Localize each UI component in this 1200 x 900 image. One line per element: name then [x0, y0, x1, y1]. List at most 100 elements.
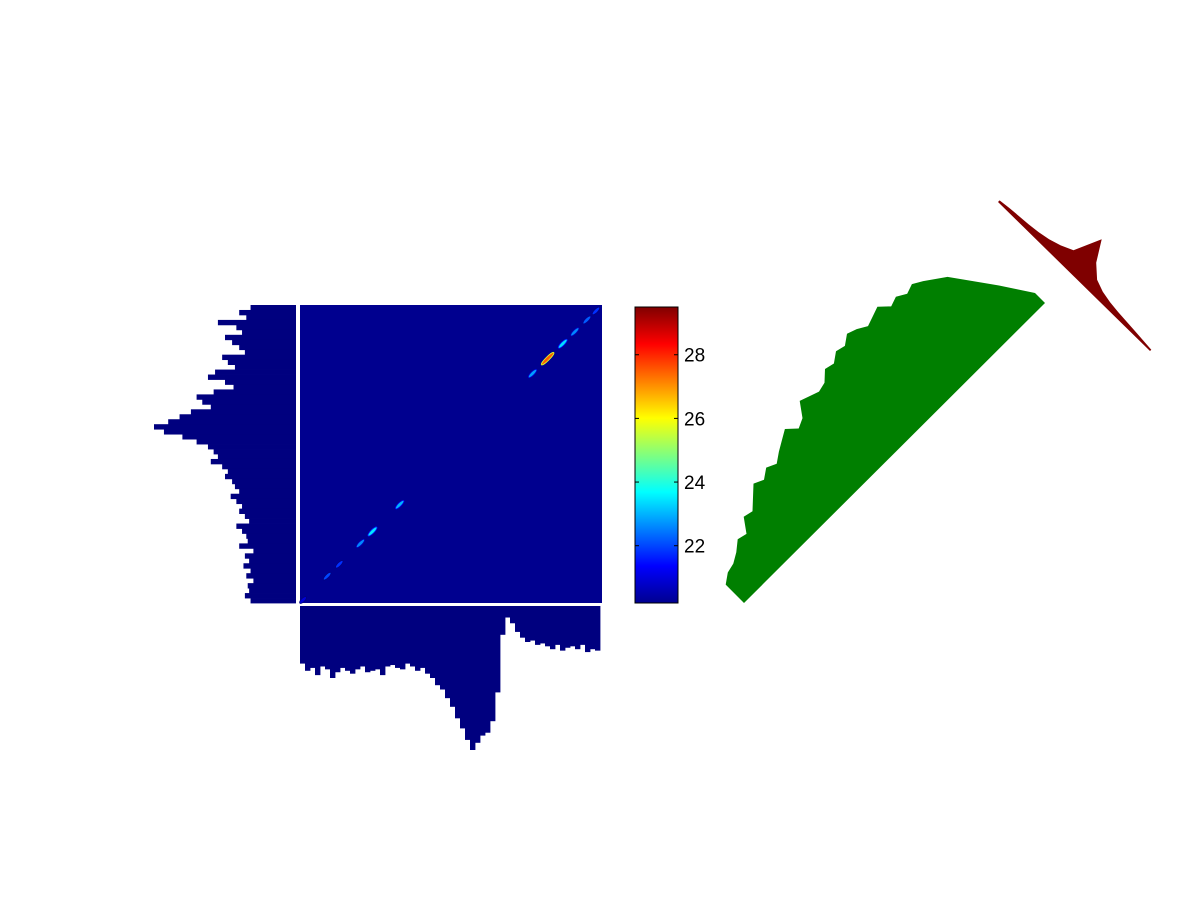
bottom-profile-bar-30	[450, 606, 456, 707]
bottom-profile-bar-34	[470, 606, 476, 750]
bottom-profile-bar-11	[355, 606, 361, 670]
left-profile-bar-38	[230, 493, 296, 500]
left-profile-bar-53	[250, 568, 296, 574]
bottom-profile-bar-5	[325, 606, 331, 670]
diagonal-profile-area	[725, 276, 1045, 603]
bottom-profile-bar-17	[385, 606, 391, 667]
left-profile-bar-43	[249, 518, 296, 524]
bottom-profile-bar-6	[330, 606, 336, 678]
left-profile-bar-11	[227, 359, 296, 365]
bottom-profile-bar-8	[340, 606, 346, 668]
bottom-profile-bar-0	[300, 606, 306, 664]
bottom-profile-bar-52	[560, 606, 566, 651]
left-profile-bar-31	[210, 458, 296, 465]
colorbar-ticks: 22 24 26 28	[635, 346, 706, 558]
bottom-profile-bar-2	[310, 606, 316, 668]
left-profile-bar-39	[236, 498, 296, 505]
bottom-profile-bar-32	[460, 606, 466, 729]
left-profile-bar-20	[210, 404, 296, 410]
left-profile-bar-27	[196, 439, 296, 445]
left-profile-bar-7	[232, 339, 296, 346]
left-profile-bar-2	[246, 314, 296, 321]
bottom-profile-bar-44	[520, 606, 526, 638]
left-profile-bar-5	[242, 329, 296, 336]
bottom-profile-bar-57	[585, 606, 591, 653]
left-profile-bar-1	[239, 309, 296, 316]
left-profile-bar-34	[225, 473, 296, 480]
left-profile-bar-24	[154, 424, 296, 430]
heatmap-plot-area	[300, 305, 602, 603]
left-profile-bar-49	[253, 548, 296, 554]
bottom-profile-bar-55	[575, 606, 581, 650]
diagonal-feature-5	[394, 499, 405, 510]
left-profile-bar-0	[250, 305, 296, 311]
bottom-profile-bar-20	[400, 606, 406, 670]
bottom-profile-bar-46	[530, 606, 536, 641]
left-profile-bar-50	[244, 553, 296, 559]
left-profile-bar-18	[196, 394, 296, 400]
left-profile-bar-13	[215, 369, 296, 375]
bottom-profile-bar-22	[410, 606, 416, 667]
left-profile-bar-9	[244, 349, 296, 356]
left-profile-bar-46	[246, 533, 296, 539]
left-profile-bar-48	[239, 543, 296, 549]
left-profile-bar-52	[243, 563, 296, 569]
bottom-profile-bar-3	[315, 606, 321, 676]
diagonal-feature-0	[299, 596, 307, 604]
left-profile-bar-28	[207, 444, 296, 450]
anti-diagonal-profile	[998, 200, 1152, 351]
heatmap-diagonal-features	[299, 306, 601, 604]
colorbar-tick-label-0: 22	[684, 537, 705, 558]
diagonal-feature-3	[355, 538, 365, 548]
left-profile-bar-32	[222, 463, 296, 470]
bottom-profile-bar-39	[495, 606, 501, 693]
diagonal-feature-10	[582, 315, 592, 325]
bottom-profile-bar-50	[550, 606, 556, 650]
left-profile-bar-57	[249, 588, 296, 594]
left-profile-bar-36	[234, 483, 296, 490]
bottom-profile-bar-38	[490, 606, 496, 722]
bottom-profile-bar-37	[485, 606, 491, 733]
colorbar	[634, 306, 679, 604]
left-profile-bar-59	[250, 598, 296, 604]
colorbar-tick-label-1: 24	[684, 473, 706, 494]
left-profile-bar-37	[239, 488, 296, 495]
bottom-profile-bar-28	[440, 606, 446, 690]
bottom-marginal-profile	[300, 606, 601, 750]
bottom-profile-bar-12	[360, 606, 366, 667]
bottom-profile-bar-9	[345, 606, 351, 671]
left-profile-bar-51	[249, 558, 296, 564]
bottom-profile-bar-29	[445, 606, 451, 699]
left-profile-bar-44	[236, 523, 296, 529]
bottom-profile-bar-47	[535, 606, 541, 645]
bottom-profile-bar-43	[515, 606, 521, 632]
left-profile-bar-4	[236, 324, 296, 331]
diagonal-feature-4	[367, 526, 378, 537]
left-profile-bar-15	[225, 379, 296, 385]
bottom-profile-bar-1	[305, 606, 311, 671]
bottom-profile-bar-13	[365, 606, 371, 673]
left-profile-bar-16	[233, 384, 296, 390]
diagonal-feature-2	[335, 560, 344, 569]
left-profile-bar-12	[234, 364, 296, 370]
bottom-profile-bar-53	[565, 606, 571, 648]
bottom-profile-bar-24	[420, 606, 426, 668]
left-profile-bar-8	[239, 344, 296, 351]
diagonal-feature-11	[591, 306, 601, 316]
left-marginal-profile	[154, 305, 296, 604]
left-profile-bar-47	[247, 538, 296, 544]
bottom-profile-bar-48	[540, 606, 546, 644]
left-profile-bar-25	[163, 429, 296, 435]
left-profile-bar-17	[213, 389, 296, 395]
diagonal-feature-7	[540, 351, 555, 366]
left-profile-bar-22	[179, 414, 296, 420]
left-profile-bar-6	[225, 334, 296, 341]
left-profile-bar-54	[246, 573, 296, 579]
left-profile-bar-56	[247, 583, 296, 589]
bottom-profile-bar-45	[525, 606, 531, 642]
left-profile-bar-29	[213, 449, 296, 455]
bottom-profile-bar-4	[320, 606, 326, 667]
diagonal-feature-9	[570, 327, 580, 337]
left-profile-bar-41	[239, 508, 296, 514]
